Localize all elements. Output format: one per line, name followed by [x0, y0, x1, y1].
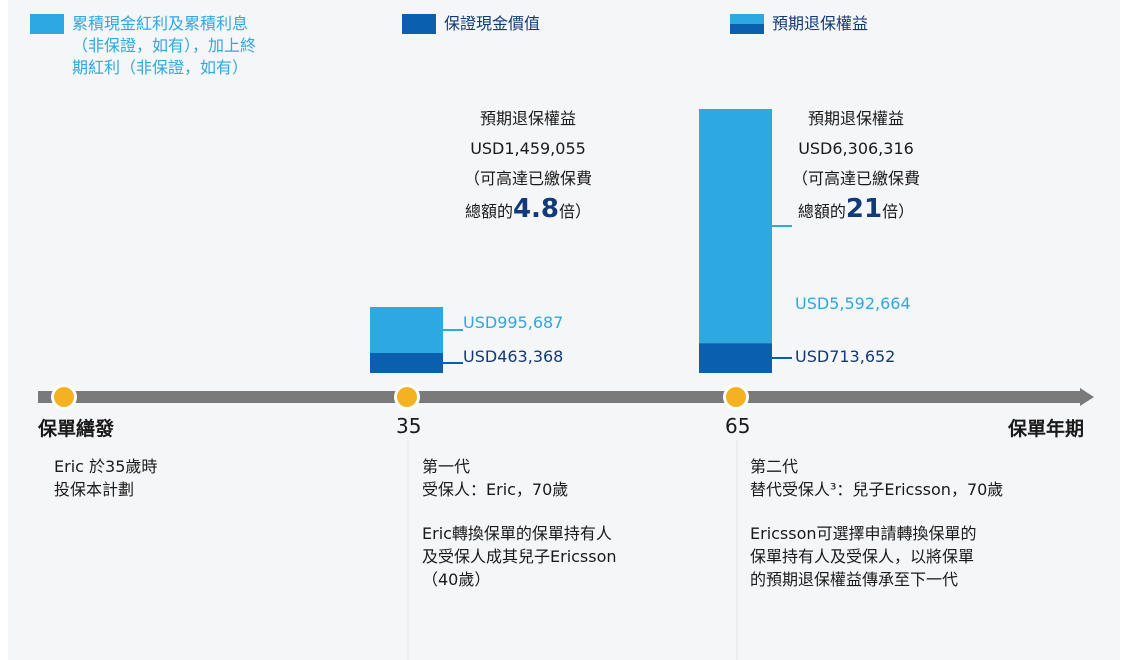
bar-guaranteed-65	[699, 343, 772, 373]
legend-label-surrender: 預期退保權益	[772, 14, 869, 33]
bar-guaranteed-35	[370, 353, 443, 373]
bar-cumulative-35	[370, 307, 443, 353]
legend-label-cumulative: 累積現金紅利及累積利息 （非保證，如有），加上終 期紅利（非保證，如有）	[72, 14, 257, 77]
description-35: 第一代 受保人：Eric，70歲 Eric轉換保單的保單持有人 及受保人成其兒子…	[422, 457, 617, 589]
description-start: Eric 於35歲時 投保本計劃	[54, 457, 158, 499]
value-label-35-bottom: USD463,368	[463, 347, 564, 366]
value-label-35-top: USD995,687	[463, 313, 564, 332]
axis-tick-35: 35	[396, 414, 422, 438]
axis-start-label: 保單繕發	[38, 418, 115, 440]
annotation-35: 預期退保權益 USD1,459,055 （可高達已繳保費 總額的4.8倍）	[463, 109, 592, 224]
value-label-65-bottom: USD713,652	[795, 347, 896, 366]
axis-tick-65: 65	[725, 414, 751, 438]
annotation-65: 預期退保權益 USD6,306,316 （可高達已繳保費 總額的21倍）	[791, 109, 920, 224]
bar-cumulative-65	[699, 109, 772, 344]
value-label-65-top: USD5,592,664	[795, 294, 911, 313]
axis-end-label: 保單年期	[1008, 418, 1085, 440]
legend-label-guaranteed: 保證現金價值	[444, 14, 541, 33]
description-65: 第二代 替代受保人³：兒子Ericsson，70歲 Ericsson可選擇申請轉…	[750, 457, 1004, 589]
legend-swatch-guaranteed	[402, 14, 436, 34]
legend-swatch-cumulative	[30, 14, 64, 34]
legend-swatch-surrender	[730, 14, 764, 34]
background-panel	[8, 0, 1120, 660]
